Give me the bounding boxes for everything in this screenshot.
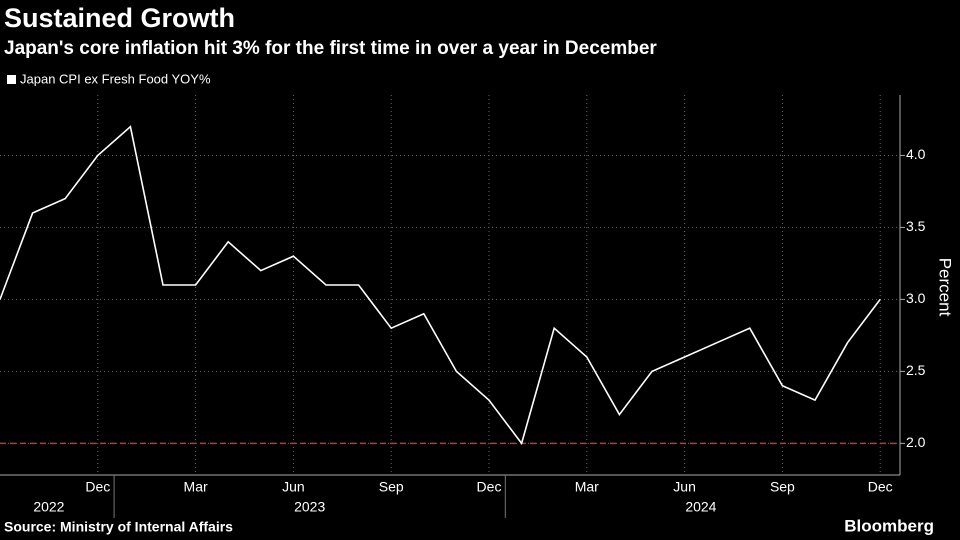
x-tick-label: Dec bbox=[477, 479, 502, 495]
chart-subtitle: Japan's core inflation hit 3% for the fi… bbox=[4, 38, 657, 59]
source: Source: Ministry of Internal Affairs bbox=[4, 519, 233, 535]
x-tick-label: Dec bbox=[85, 479, 110, 495]
x-tick-label: Jun bbox=[282, 479, 305, 495]
y-tick-label: 2.0 bbox=[906, 434, 926, 450]
y-tick-label: 3.5 bbox=[906, 218, 926, 234]
chart-title: Sustained Growth bbox=[4, 3, 235, 33]
y-tick-label: 4.0 bbox=[906, 146, 926, 162]
x-tick-label: Mar bbox=[184, 479, 208, 495]
x-tick-label: Dec bbox=[868, 479, 893, 495]
year-label: 2022 bbox=[33, 499, 64, 515]
y-axis-label: Percent bbox=[936, 258, 955, 317]
year-label: 2024 bbox=[685, 499, 716, 515]
series-line bbox=[0, 125, 881, 446]
x-tick-label: Sep bbox=[379, 479, 404, 495]
y-tick-label: 3.0 bbox=[906, 290, 926, 306]
x-tick-label: Jun bbox=[673, 479, 696, 495]
brand: Bloomberg bbox=[844, 516, 934, 535]
legend-swatch bbox=[7, 75, 16, 84]
legend-label: Japan CPI ex Fresh Food YOY% bbox=[20, 71, 211, 86]
x-tick-label: Mar bbox=[575, 479, 599, 495]
year-label: 2023 bbox=[294, 499, 325, 515]
y-tick-label: 2.5 bbox=[906, 362, 926, 378]
x-tick-label: Sep bbox=[770, 479, 795, 495]
